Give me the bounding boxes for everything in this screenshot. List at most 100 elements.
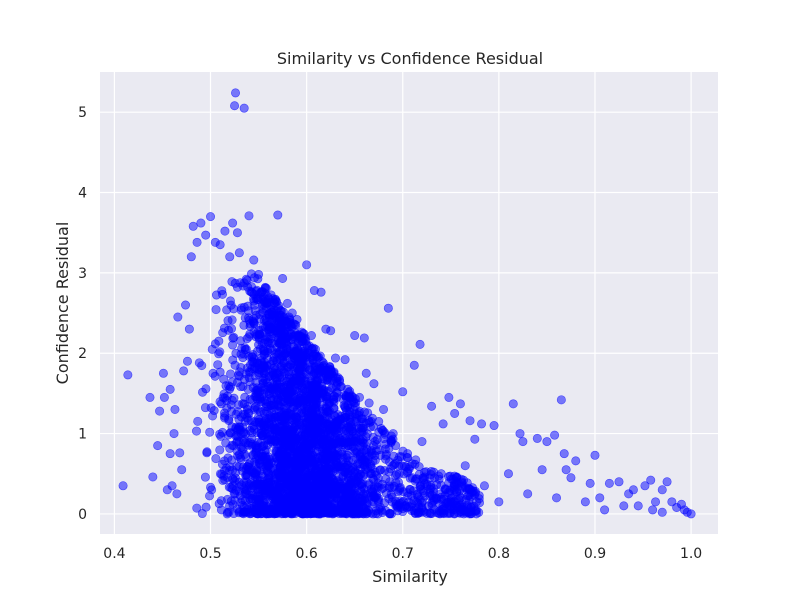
data-point	[379, 498, 389, 508]
data-point	[254, 495, 264, 505]
data-point	[326, 326, 336, 336]
data-point	[293, 338, 303, 348]
data-point	[556, 395, 566, 405]
data-point	[253, 451, 263, 461]
data-point	[290, 506, 300, 516]
data-point	[425, 509, 435, 519]
data-point	[344, 410, 354, 420]
data-point	[550, 430, 560, 440]
data-point	[432, 480, 442, 490]
data-point	[304, 381, 314, 391]
y-tick-label: 0	[78, 507, 87, 523]
data-point	[302, 455, 312, 465]
data-point	[301, 467, 311, 477]
data-point	[367, 448, 377, 458]
data-point	[264, 389, 274, 399]
data-point	[619, 501, 629, 511]
data-point	[265, 411, 275, 421]
data-point	[465, 484, 475, 494]
data-point	[327, 447, 337, 457]
data-point	[282, 376, 292, 386]
data-point	[289, 385, 299, 395]
x-tick-label: 0.5	[199, 546, 221, 562]
data-point	[214, 349, 224, 359]
data-point	[330, 412, 340, 422]
data-point	[585, 478, 595, 488]
data-point	[244, 463, 254, 473]
data-point	[215, 397, 225, 407]
data-point	[342, 453, 352, 463]
data-point	[561, 465, 571, 475]
data-point	[274, 421, 284, 431]
data-point	[274, 336, 284, 346]
data-point	[614, 477, 624, 487]
data-point	[318, 473, 328, 483]
data-point	[657, 485, 667, 495]
data-point	[275, 310, 285, 320]
data-point	[255, 476, 265, 486]
data-point	[197, 361, 207, 371]
data-point	[379, 404, 389, 414]
data-point	[158, 368, 168, 378]
data-point	[291, 426, 301, 436]
data-point	[186, 252, 196, 262]
data-point	[343, 483, 353, 493]
data-point	[361, 432, 371, 442]
data-point	[460, 461, 470, 471]
data-point	[306, 331, 316, 341]
data-point	[311, 391, 321, 401]
data-point	[224, 507, 234, 517]
data-point	[267, 307, 277, 317]
data-point	[238, 281, 248, 291]
data-point	[145, 392, 155, 402]
data-point	[345, 417, 355, 427]
data-point	[246, 282, 256, 292]
data-point	[215, 240, 225, 250]
data-point	[226, 428, 236, 438]
data-point	[170, 404, 180, 414]
data-point	[458, 481, 468, 491]
x-axis-label: Similarity	[372, 567, 448, 586]
data-point	[243, 408, 253, 418]
data-point	[350, 331, 360, 341]
data-point	[192, 237, 202, 247]
data-point	[230, 101, 240, 111]
data-point	[242, 334, 252, 344]
data-point	[646, 475, 656, 485]
data-point	[361, 418, 371, 428]
data-point	[303, 440, 313, 450]
data-point	[398, 387, 408, 397]
data-point	[201, 384, 211, 394]
data-point	[192, 426, 202, 436]
data-point	[276, 461, 286, 471]
data-point	[385, 509, 395, 519]
data-point	[123, 370, 133, 380]
data-point	[358, 502, 368, 512]
data-point	[165, 384, 175, 394]
data-point	[354, 392, 364, 402]
data-point	[177, 465, 187, 475]
data-point	[281, 388, 291, 398]
data-point	[222, 391, 232, 401]
data-point	[272, 446, 282, 456]
data-point	[188, 221, 198, 231]
data-point	[300, 348, 310, 358]
data-point	[366, 491, 376, 501]
data-point	[332, 462, 342, 472]
data-point	[258, 321, 268, 331]
data-point	[296, 444, 306, 454]
data-point	[215, 429, 225, 439]
data-point	[192, 503, 202, 513]
data-point	[205, 491, 215, 501]
data-point	[369, 379, 379, 389]
data-point	[173, 312, 183, 322]
data-point	[302, 340, 312, 350]
data-point	[417, 437, 427, 447]
data-point	[425, 484, 435, 494]
data-point	[179, 366, 189, 376]
data-point	[287, 308, 297, 318]
data-point	[220, 413, 230, 423]
data-point	[172, 489, 182, 499]
data-point	[463, 503, 473, 513]
data-point	[250, 403, 260, 413]
